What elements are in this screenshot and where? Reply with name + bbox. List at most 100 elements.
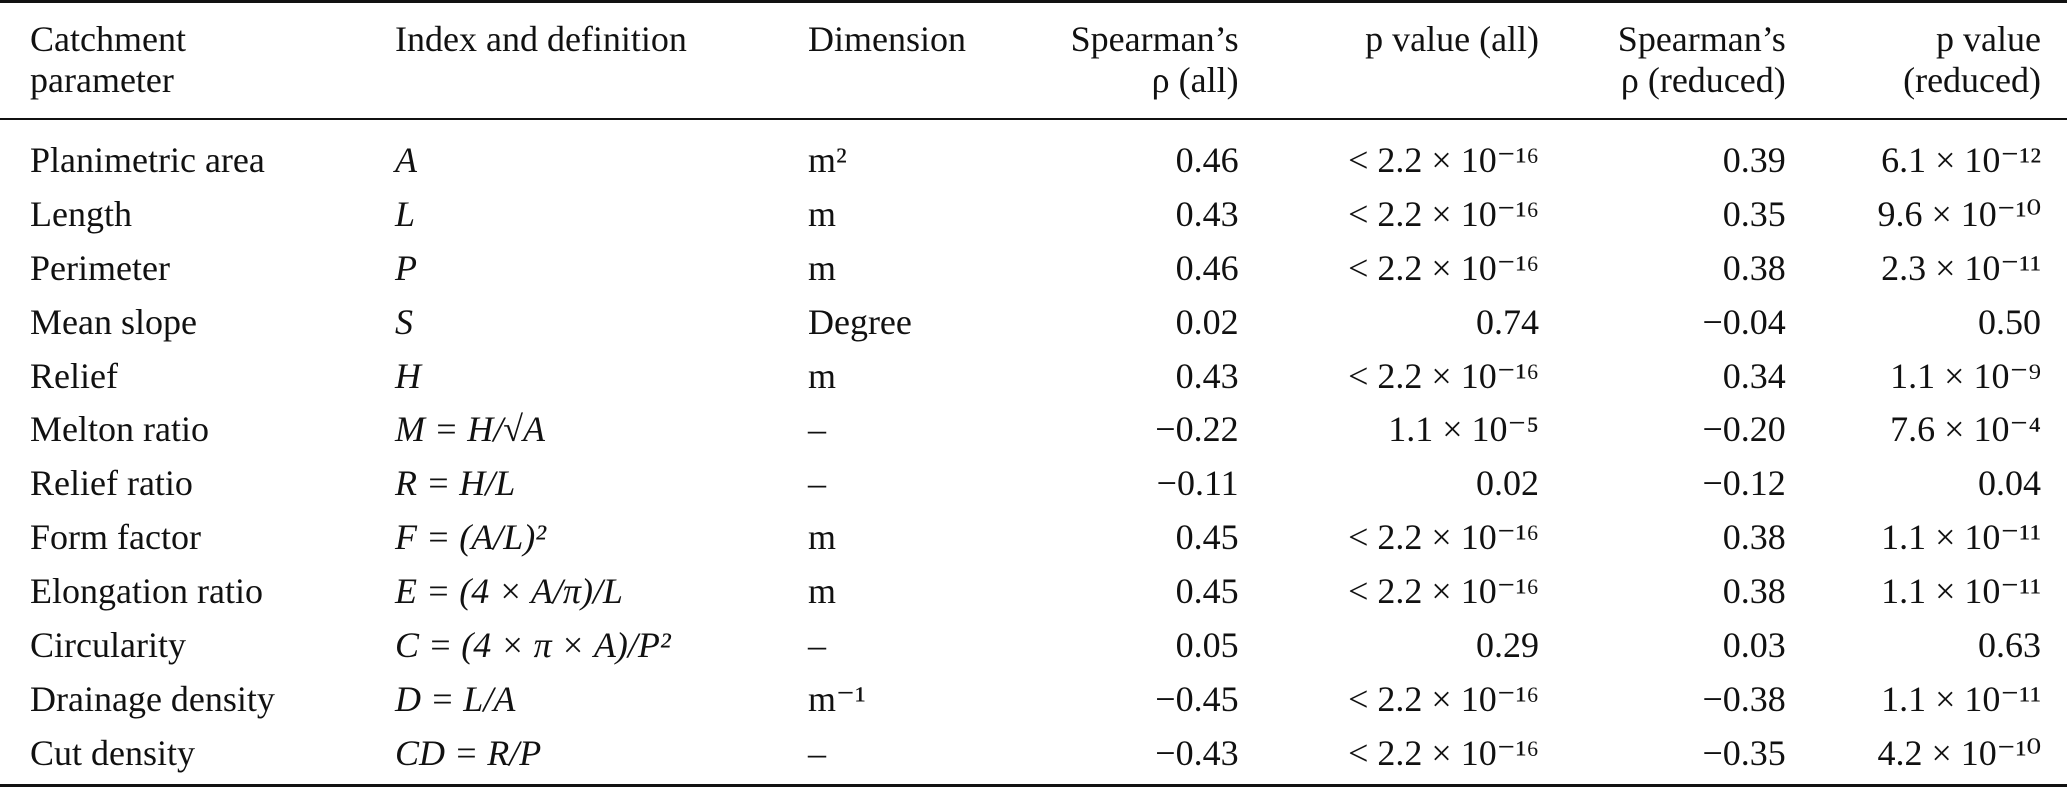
header-row: Catchment parameter Index and definition… — [0, 0, 2067, 120]
header-index-definition-line-1: Index and definition — [395, 19, 687, 59]
table-row: Elongation ratio E = (4 × A/π)/L m 0.45 … — [0, 565, 2067, 619]
header-catchment-parameter-line-2: parameter — [30, 60, 174, 101]
cell-index: E = (4 × A/π)/L — [395, 571, 623, 612]
cell-dimension: – — [807, 463, 826, 504]
header-spearman-rho-reduced-line-2: ρ (reduced) — [1620, 60, 1786, 101]
table-row: Circularity C = (4 × π × A)/P² – 0.05 0.… — [0, 619, 2067, 673]
cell-dimension: – — [807, 409, 826, 450]
cell-parameter: Elongation ratio — [30, 571, 263, 612]
cell-rho-all: 0.43 — [1175, 193, 1239, 234]
cell-rho-all: 0.45 — [1175, 571, 1239, 612]
cell-index: CD = R/P — [395, 726, 808, 788]
cell-index: S — [395, 301, 413, 342]
cell-index: F = (A/L)² — [395, 517, 547, 558]
cell-dimension: m — [807, 247, 836, 288]
cell-p-all: < 2.2 × 10⁻¹⁶ — [1348, 571, 1540, 612]
cell-rho-reduced: 0.38 — [1722, 517, 1786, 558]
header-p-value-reduced-line-1: p value — [1936, 19, 2041, 59]
cell-index: M = H/√A — [395, 409, 546, 450]
cell-p-all: < 2.2 × 10⁻¹⁶ — [1348, 193, 1540, 234]
table-row: Length L m 0.43 < 2.2 × 10⁻¹⁶ 0.35 9.6 ×… — [0, 188, 2067, 242]
cell-p-reduced: 4.2 × 10⁻¹⁰ — [1785, 726, 2067, 788]
cell-p-all: < 2.2 × 10⁻¹⁶ — [1348, 140, 1540, 181]
cell-rho-all: 0.45 — [1175, 517, 1239, 558]
cell-dimension: m — [807, 355, 836, 396]
cell-index: L — [395, 193, 416, 234]
cell-p-all: 0.74 — [1476, 301, 1540, 342]
cell-rho-reduced: 0.34 — [1722, 355, 1786, 396]
catchment-parameter-table: Catchment parameter Index and definition… — [0, 0, 2067, 788]
cell-rho-reduced: −0.38 — [1702, 678, 1786, 719]
cell-rho-reduced: −0.04 — [1702, 301, 1786, 342]
cell-index: D = L/A — [395, 678, 516, 719]
cell-p-reduced: 0.50 — [1978, 301, 2041, 342]
table-body: Planimetric area A m² 0.46 < 2.2 × 10⁻¹⁶… — [0, 119, 2067, 788]
cell-rho-reduced: −0.20 — [1702, 409, 1786, 450]
header-spearman-rho-all-line-2: ρ (all) — [1151, 60, 1239, 101]
cell-p-all: < 2.2 × 10⁻¹⁶ — [1238, 726, 1540, 788]
cell-p-all: 0.02 — [1476, 463, 1540, 504]
cell-rho-all: −0.22 — [1155, 409, 1239, 450]
cell-p-all: 1.1 × 10⁻⁵ — [1388, 409, 1540, 450]
cell-dimension: – — [807, 726, 1036, 788]
cell-rho-reduced: 0.03 — [1722, 625, 1786, 666]
cell-p-reduced: 9.6 × 10⁻¹⁰ — [1877, 193, 2041, 234]
cell-parameter: Relief ratio — [30, 463, 193, 504]
cell-p-reduced: 0.63 — [1978, 625, 2041, 666]
cell-index: P — [395, 247, 417, 288]
cell-dimension: m — [807, 571, 836, 612]
cell-index: C = (4 × π × A)/P² — [395, 625, 671, 666]
cell-p-all: < 2.2 × 10⁻¹⁶ — [1348, 247, 1540, 288]
cell-dimension: – — [807, 625, 826, 666]
header-spearman-rho-reduced: Spearman’s ρ (reduced) — [1539, 0, 1786, 120]
cell-p-reduced: 1.1 × 10⁻¹¹ — [1881, 517, 2041, 558]
table-row: Melton ratio M = H/√A – −0.22 1.1 × 10⁻⁵… — [0, 403, 2067, 457]
header-p-value-all: p value (all) — [1238, 0, 1540, 120]
table-row: Form factor F = (A/L)² m 0.45 < 2.2 × 10… — [0, 511, 2067, 565]
cell-p-reduced: 2.3 × 10⁻¹¹ — [1881, 247, 2041, 288]
cell-parameter: Circularity — [30, 625, 186, 666]
cell-rho-all: 0.02 — [1175, 301, 1239, 342]
cell-rho-all: −0.11 — [1156, 463, 1239, 504]
header-p-value-all-line-1: p value (all) — [1365, 19, 1540, 59]
table-row: Planimetric area A m² 0.46 < 2.2 × 10⁻¹⁶… — [0, 119, 2067, 188]
cell-rho-reduced: 0.38 — [1722, 571, 1786, 612]
header-p-value-reduced: p value (reduced) — [1785, 0, 2067, 120]
table-row: Perimeter P m 0.46 < 2.2 × 10⁻¹⁶ 0.38 2.… — [0, 242, 2067, 296]
header-catchment-parameter: Catchment parameter — [0, 0, 395, 120]
header-index-definition: Index and definition — [395, 0, 808, 120]
cell-parameter: Form factor — [30, 517, 201, 558]
cell-dimension: m — [807, 193, 836, 234]
cell-rho-reduced: −0.12 — [1702, 463, 1786, 504]
cell-p-reduced: 7.6 × 10⁻⁴ — [1890, 409, 2041, 450]
header-spearman-rho-all-line-1: Spearman’s — [1070, 19, 1239, 59]
header-catchment-parameter-line-1: Catchment — [30, 19, 186, 59]
cell-parameter: Drainage density — [30, 678, 275, 719]
cell-p-reduced: 6.1 × 10⁻¹² — [1881, 140, 2041, 181]
table-row: Relief ratio R = H/L – −0.11 0.02 −0.12 … — [0, 457, 2067, 511]
cell-index: H — [395, 355, 421, 396]
cell-rho-all: 0.46 — [1175, 140, 1239, 181]
table-row: Mean slope S Degree 0.02 0.74 −0.04 0.50 — [0, 295, 2067, 349]
cell-index: R = H/L — [395, 463, 516, 504]
cell-rho-reduced: 0.38 — [1722, 247, 1786, 288]
cell-parameter: Perimeter — [30, 247, 170, 288]
table-row: Drainage density D = L/A m⁻¹ −0.45 < 2.2… — [0, 673, 2067, 727]
table-row: Relief H m 0.43 < 2.2 × 10⁻¹⁶ 0.34 1.1 ×… — [0, 349, 2067, 403]
cell-dimension: m — [807, 517, 836, 558]
header-spearman-rho-all: Spearman’s ρ (all) — [1035, 0, 1239, 120]
cell-p-all: < 2.2 × 10⁻¹⁶ — [1348, 355, 1540, 396]
table-header: Catchment parameter Index and definition… — [0, 0, 2067, 120]
header-dimension: Dimension — [807, 0, 1036, 120]
cell-dimension: m² — [807, 140, 847, 181]
cell-parameter: Mean slope — [30, 301, 197, 342]
cell-p-reduced: 1.1 × 10⁻¹¹ — [1881, 571, 2041, 612]
cell-rho-all: −0.45 — [1155, 678, 1239, 719]
header-dimension-line-1: Dimension — [807, 19, 966, 59]
cell-p-reduced: 0.04 — [1978, 463, 2041, 504]
cell-parameter: Relief — [30, 355, 118, 396]
header-p-value-reduced-line-2: (reduced) — [1903, 60, 2041, 101]
cell-rho-all: −0.43 — [1035, 726, 1239, 788]
cell-parameter: Cut density — [0, 726, 395, 788]
